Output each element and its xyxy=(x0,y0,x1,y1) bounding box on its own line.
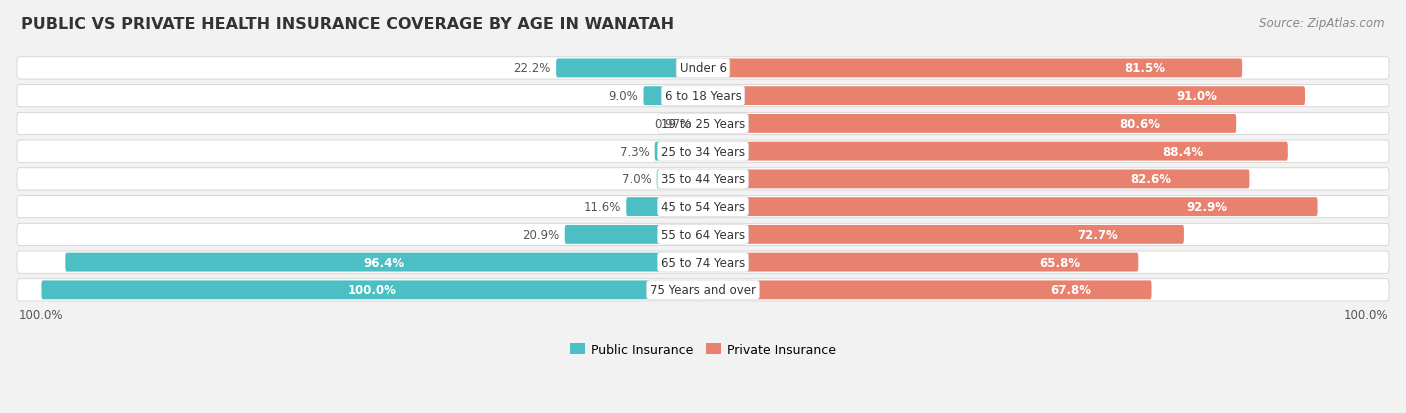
FancyBboxPatch shape xyxy=(703,170,1250,189)
Text: 100.0%: 100.0% xyxy=(1343,308,1388,321)
Text: PUBLIC VS PRIVATE HEALTH INSURANCE COVERAGE BY AGE IN WANATAH: PUBLIC VS PRIVATE HEALTH INSURANCE COVER… xyxy=(21,17,675,31)
FancyBboxPatch shape xyxy=(17,279,1389,301)
FancyBboxPatch shape xyxy=(17,85,1389,107)
FancyBboxPatch shape xyxy=(557,59,703,78)
Text: 45 to 54 Years: 45 to 54 Years xyxy=(661,201,745,214)
Text: 96.4%: 96.4% xyxy=(364,256,405,269)
Text: 100.0%: 100.0% xyxy=(347,284,396,297)
FancyBboxPatch shape xyxy=(41,281,703,299)
FancyBboxPatch shape xyxy=(703,198,1317,216)
Text: 75 Years and over: 75 Years and over xyxy=(650,284,756,297)
FancyBboxPatch shape xyxy=(626,198,703,216)
FancyBboxPatch shape xyxy=(696,115,703,133)
Text: 35 to 44 Years: 35 to 44 Years xyxy=(661,173,745,186)
Text: 91.0%: 91.0% xyxy=(1177,90,1218,103)
Text: 65 to 74 Years: 65 to 74 Years xyxy=(661,256,745,269)
FancyBboxPatch shape xyxy=(703,142,1288,161)
Text: 7.3%: 7.3% xyxy=(620,145,650,158)
Text: 88.4%: 88.4% xyxy=(1161,145,1204,158)
Text: 72.7%: 72.7% xyxy=(1077,228,1118,241)
FancyBboxPatch shape xyxy=(565,225,703,244)
FancyBboxPatch shape xyxy=(17,113,1389,135)
FancyBboxPatch shape xyxy=(644,87,703,106)
Text: 67.8%: 67.8% xyxy=(1050,284,1091,297)
FancyBboxPatch shape xyxy=(703,253,1139,272)
Text: 25 to 34 Years: 25 to 34 Years xyxy=(661,145,745,158)
FancyBboxPatch shape xyxy=(657,170,703,189)
Text: 22.2%: 22.2% xyxy=(513,62,551,75)
Text: 55 to 64 Years: 55 to 64 Years xyxy=(661,228,745,241)
Text: Source: ZipAtlas.com: Source: ZipAtlas.com xyxy=(1260,17,1385,29)
Text: 9.0%: 9.0% xyxy=(609,90,638,103)
Text: 100.0%: 100.0% xyxy=(18,308,63,321)
Text: 80.6%: 80.6% xyxy=(1119,118,1161,131)
FancyBboxPatch shape xyxy=(703,87,1305,106)
FancyBboxPatch shape xyxy=(703,225,1184,244)
Text: 92.9%: 92.9% xyxy=(1187,201,1227,214)
FancyBboxPatch shape xyxy=(17,169,1389,190)
Text: 11.6%: 11.6% xyxy=(583,201,621,214)
FancyBboxPatch shape xyxy=(703,59,1241,78)
Text: 82.6%: 82.6% xyxy=(1130,173,1171,186)
Text: 81.5%: 81.5% xyxy=(1125,62,1166,75)
FancyBboxPatch shape xyxy=(703,281,1152,299)
Text: 19 to 25 Years: 19 to 25 Years xyxy=(661,118,745,131)
Text: Under 6: Under 6 xyxy=(679,62,727,75)
Legend: Public Insurance, Private Insurance: Public Insurance, Private Insurance xyxy=(565,338,841,361)
FancyBboxPatch shape xyxy=(17,252,1389,273)
FancyBboxPatch shape xyxy=(65,253,703,272)
FancyBboxPatch shape xyxy=(17,196,1389,218)
FancyBboxPatch shape xyxy=(703,115,1236,133)
FancyBboxPatch shape xyxy=(17,224,1389,246)
Text: 7.0%: 7.0% xyxy=(621,173,651,186)
Text: 0.97%: 0.97% xyxy=(654,118,692,131)
Text: 65.8%: 65.8% xyxy=(1039,256,1080,269)
FancyBboxPatch shape xyxy=(655,142,703,161)
Text: 6 to 18 Years: 6 to 18 Years xyxy=(665,90,741,103)
FancyBboxPatch shape xyxy=(17,58,1389,80)
FancyBboxPatch shape xyxy=(17,141,1389,163)
Text: 20.9%: 20.9% xyxy=(522,228,560,241)
